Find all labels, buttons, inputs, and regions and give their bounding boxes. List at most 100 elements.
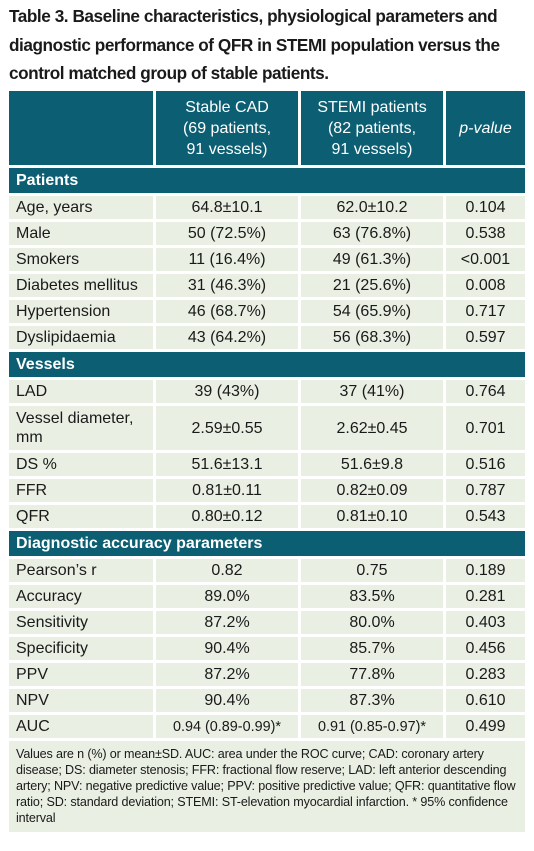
row-label: Dyslipidaemia: [9, 323, 153, 349]
stable-cad-value: 0.82: [153, 556, 298, 582]
header-stable-line-1: Stable CAD: [185, 98, 269, 116]
stemi-value: 21 (25.6%): [298, 271, 443, 297]
section-title: Vessels: [9, 349, 525, 377]
stable-cad-value: 90.4%: [153, 634, 298, 660]
p-value: 0.701: [443, 403, 525, 450]
p-value: 0.516: [443, 450, 525, 476]
header-stemi: STEMI patients (82 patients, 91 vessels): [298, 91, 443, 165]
section-title: Diagnostic accuracy parameters: [9, 528, 525, 556]
baseline-table: Stable CAD (69 patients, 91 vessels) STE…: [9, 91, 525, 832]
table-row: Sensitivity 87.2% 80.0% 0.403: [9, 608, 525, 634]
section-row: Vessels: [9, 349, 525, 377]
row-label: AUC: [9, 712, 153, 738]
row-label: LAD: [9, 377, 153, 403]
p-value: 0.281: [443, 582, 525, 608]
p-value: 0.189: [443, 556, 525, 582]
row-label: QFR: [9, 502, 153, 528]
stemi-value: 54 (65.9%): [298, 297, 443, 323]
stemi-value: 0.91 (0.85-0.97)*: [298, 712, 443, 738]
table-body: Patients Age, years 64.8±10.1 62.0±10.2 0.10…: [9, 165, 525, 738]
header-stemi-line-2: (82 patients,: [327, 119, 417, 137]
row-label: Accuracy: [9, 582, 153, 608]
row-label: Hypertension: [9, 297, 153, 323]
header-stable-line-3: 91 vessels): [186, 140, 268, 158]
stemi-value: 2.62±0.45: [298, 403, 443, 450]
row-label: Pearson’s r: [9, 556, 153, 582]
stemi-value: 0.82±0.09: [298, 476, 443, 502]
p-value: 0.499: [443, 712, 525, 738]
stable-cad-value: 87.2%: [153, 660, 298, 686]
row-label: Male: [9, 219, 153, 245]
stable-cad-value: 0.80±0.12: [153, 502, 298, 528]
header-stemi-line-1: STEMI patients: [317, 98, 427, 116]
stable-cad-value: 11 (16.4%): [153, 245, 298, 271]
p-value: 0.610: [443, 686, 525, 712]
row-label: Age, years: [9, 193, 153, 219]
p-value: 0.403: [443, 608, 525, 634]
stable-cad-value: 50 (72.5%): [153, 219, 298, 245]
p-value: 0.764: [443, 377, 525, 403]
table-row: Pearson’s r 0.82 0.75 0.189: [9, 556, 525, 582]
header-empty-cell: [9, 91, 153, 165]
stable-cad-value: 0.81±0.11: [153, 476, 298, 502]
table-row: QFR 0.80±0.12 0.81±0.10 0.543: [9, 502, 525, 528]
stable-cad-value: 31 (46.3%): [153, 271, 298, 297]
p-value: 0.787: [443, 476, 525, 502]
stemi-value: 37 (41%): [298, 377, 443, 403]
row-label: DS %: [9, 450, 153, 476]
stemi-value: 77.8%: [298, 660, 443, 686]
row-label: Specificity: [9, 634, 153, 660]
stemi-value: 80.0%: [298, 608, 443, 634]
p-value: 0.597: [443, 323, 525, 349]
row-label: Smokers: [9, 245, 153, 271]
stable-cad-value: 43 (64.2%): [153, 323, 298, 349]
p-value: 0.104: [443, 193, 525, 219]
stemi-value: 51.6±9.8: [298, 450, 443, 476]
stable-cad-value: 0.94 (0.89-0.99)*: [153, 712, 298, 738]
header-stable-line-2: (69 patients,: [182, 119, 272, 137]
table-row: Diabetes mellitus 31 (46.3%) 21 (25.6%) 0.0…: [9, 271, 525, 297]
stemi-value: 0.75: [298, 556, 443, 582]
stable-cad-value: 90.4%: [153, 686, 298, 712]
header-stable-cad: Stable CAD (69 patients, 91 vessels): [153, 91, 298, 165]
stable-cad-value: 51.6±13.1: [153, 450, 298, 476]
stable-cad-value: 64.8±10.1: [153, 193, 298, 219]
stable-cad-value: 2.59±0.55: [153, 403, 298, 450]
header-stemi-line-3: 91 vessels): [331, 140, 413, 158]
p-value: 0.538: [443, 219, 525, 245]
table-row: Male 50 (72.5%) 63 (76.8%) 0.538: [9, 219, 525, 245]
header-p-value: p-value: [443, 91, 525, 165]
row-label: Diabetes mellitus: [9, 271, 153, 297]
table-row: PPV 87.2% 77.8% 0.283: [9, 660, 525, 686]
p-value: 0.008: [443, 271, 525, 297]
stemi-value: 56 (68.3%): [298, 323, 443, 349]
p-value: 0.543: [443, 502, 525, 528]
table-caption: Table 3. Baseline characteristics, physi…: [9, 6, 500, 83]
stemi-value: 85.7%: [298, 634, 443, 660]
p-value: <0.001: [443, 245, 525, 271]
section-row: Patients: [9, 165, 525, 193]
stemi-value: 0.81±0.10: [298, 502, 443, 528]
stable-cad-value: 89.0%: [153, 582, 298, 608]
section-title: Patients: [9, 165, 525, 193]
p-value: 0.456: [443, 634, 525, 660]
stable-cad-value: 39 (43%): [153, 377, 298, 403]
table-row: Specificity 90.4% 85.7% 0.456: [9, 634, 525, 660]
p-value: 0.283: [443, 660, 525, 686]
stemi-value: 83.5%: [298, 582, 443, 608]
table-row: AUC 0.94 (0.89-0.99)* 0.91 (0.85-0.97)* 0.4…: [9, 712, 525, 738]
stemi-value: 62.0±10.2: [298, 193, 443, 219]
table-row: Dyslipidaemia 43 (64.2%) 56 (68.3%) 0.597: [9, 323, 525, 349]
stable-cad-value: 46 (68.7%): [153, 297, 298, 323]
table-row: Hypertension 46 (68.7%) 54 (65.9%) 0.717: [9, 297, 525, 323]
stemi-value: 49 (61.3%): [298, 245, 443, 271]
row-label: Vessel diameter, mm: [9, 403, 153, 450]
table-row: NPV 90.4% 87.3% 0.610: [9, 686, 525, 712]
table-row: LAD 39 (43%) 37 (41%) 0.764: [9, 377, 525, 403]
p-value: 0.717: [443, 297, 525, 323]
row-label: FFR: [9, 476, 153, 502]
stemi-value: 63 (76.8%): [298, 219, 443, 245]
row-label: PPV: [9, 660, 153, 686]
p-value-label: p-value: [459, 119, 512, 137]
footnote: Values are n (%) or mean±SD. AUC: area u…: [9, 738, 525, 832]
